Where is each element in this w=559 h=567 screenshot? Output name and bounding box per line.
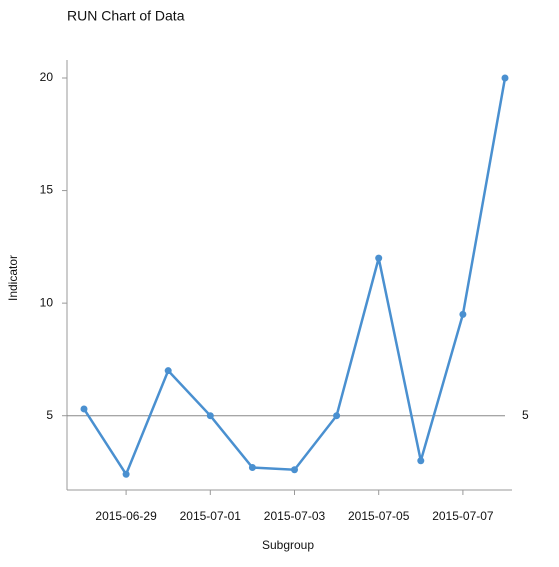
point (122, 470, 130, 478)
x-tick-label: 2015-07-03 (264, 509, 326, 523)
y-tick-label: 5 (46, 408, 53, 422)
reference-label: 5 (522, 408, 529, 422)
point (248, 463, 256, 471)
point (164, 367, 172, 375)
point (417, 457, 425, 465)
point (206, 412, 214, 420)
point (501, 74, 509, 82)
x-tick-label: 2015-06-29 (95, 509, 157, 523)
point (80, 405, 88, 413)
y-tick-label: 20 (40, 70, 54, 84)
y-axis-label: Indicator (6, 255, 20, 301)
point (333, 412, 341, 420)
point (459, 310, 467, 318)
x-tick-label: 2015-07-07 (432, 509, 494, 523)
x-tick-label: 2015-07-01 (180, 509, 242, 523)
x-tick-label: 2015-07-05 (348, 509, 410, 523)
x-axis-label: Subgroup (262, 538, 314, 552)
series-line (82, 77, 507, 477)
chart-title: RUN Chart of Data (67, 8, 185, 24)
y-tick-label: 15 (40, 183, 54, 197)
point (291, 466, 298, 474)
point (375, 254, 383, 262)
y-tick-label: 10 (40, 295, 54, 309)
